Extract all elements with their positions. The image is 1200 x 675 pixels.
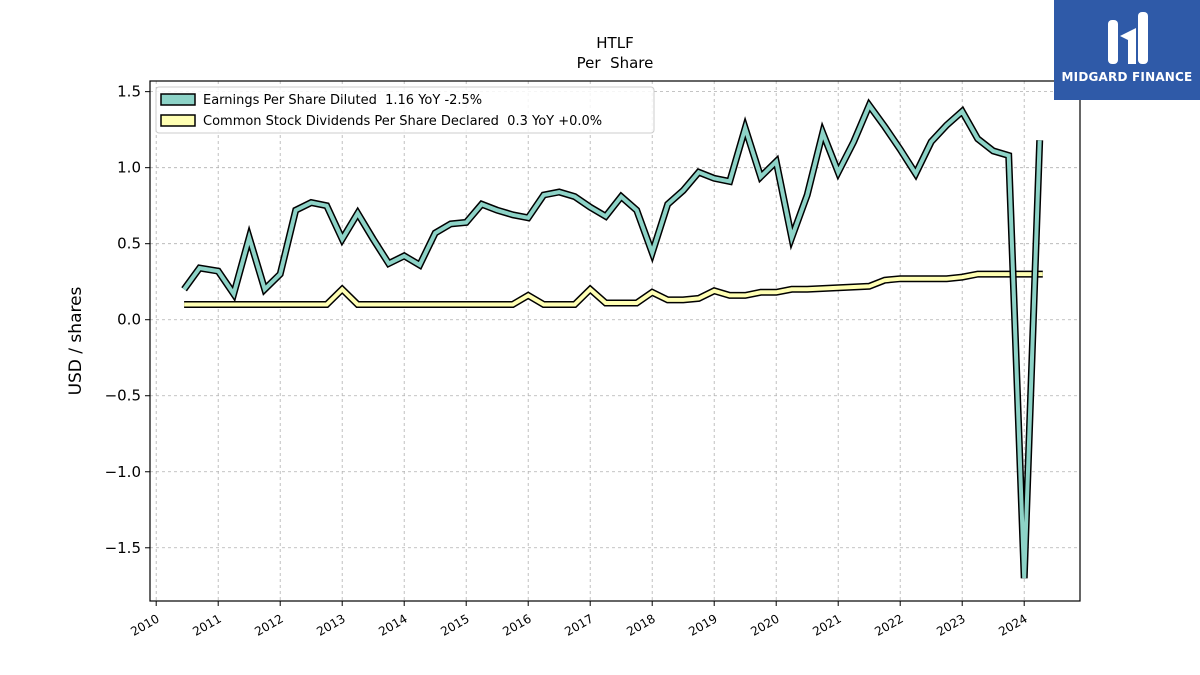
legend-box <box>155 86 655 134</box>
brand-logo: MIDGARD FINANCE <box>1054 0 1200 100</box>
x-tick-label: 2022 <box>872 611 905 638</box>
y-tick-label: 1.0 <box>117 159 141 177</box>
x-tick-label: 2021 <box>810 611 843 638</box>
axis-ticks: 2010 2011 2012 2013 2014 2015 2016 2017 2018 2019… <box>105 83 1030 639</box>
x-tick-label: 2020 <box>748 611 781 638</box>
x-tick-label: 2023 <box>934 611 967 638</box>
legend: Earnings Per Share Diluted 1.16 YoY -2.5… <box>155 86 655 134</box>
legend-swatch-dividends <box>160 114 196 127</box>
x-tick-label: 2012 <box>252 611 285 638</box>
x-tick-label: 2024 <box>996 611 1029 638</box>
y-tick-label: 1.5 <box>117 83 141 101</box>
chart-subtitle: Per Share <box>577 54 654 72</box>
x-tick-label: 2010 <box>128 611 161 638</box>
series-dividends-line <box>184 272 1043 307</box>
x-tick-label: 2017 <box>562 611 595 638</box>
series-eps-line <box>182 101 1042 579</box>
y-tick-label: −1.5 <box>105 539 141 557</box>
x-tick-label: 2014 <box>376 611 409 638</box>
x-tick-label: 2013 <box>314 611 347 638</box>
brand-mark-icon <box>1108 12 1148 64</box>
y-tick-label: −1.0 <box>105 463 141 481</box>
y-tick-label: 0.5 <box>117 235 141 253</box>
x-tick-label: 2011 <box>190 611 223 638</box>
x-tick-label: 2019 <box>686 611 719 638</box>
series-eps-outline <box>181 98 1044 579</box>
grid-lines <box>150 81 1080 601</box>
legend-swatch-eps <box>160 93 196 106</box>
chart-title: HTLF <box>596 34 633 52</box>
y-axis-label: USD / shares <box>66 286 86 395</box>
x-tick-label: 2015 <box>438 611 471 638</box>
y-tick-label: 0.0 <box>117 311 141 329</box>
plot-frame <box>149 80 1081 602</box>
series-layer <box>181 98 1044 579</box>
y-tick-label: −0.5 <box>105 387 141 405</box>
x-tick-label: 2016 <box>500 611 533 638</box>
legend-label-dividends: Common Stock Dividends Per Share Declare… <box>203 114 602 129</box>
brand-name: MIDGARD FINANCE <box>1061 70 1193 84</box>
x-tick-label: 2018 <box>624 611 657 638</box>
legend-label-eps: Earnings Per Share Diluted 1.16 YoY -2.5… <box>203 93 482 108</box>
